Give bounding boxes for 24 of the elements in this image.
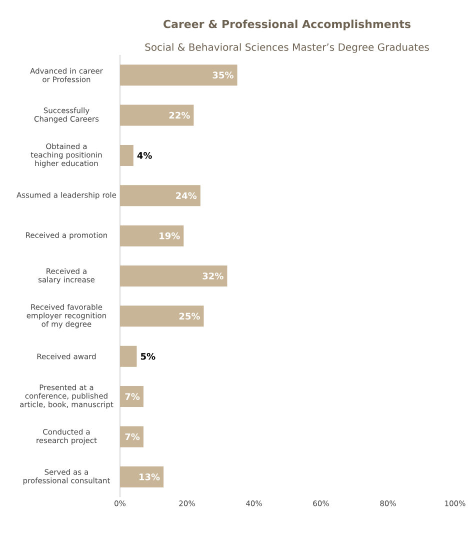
chart-title: Career & Professional Accomplishments	[164, 20, 410, 30]
data-label: 25%	[179, 312, 200, 320]
bar	[120, 185, 200, 206]
data-label: 5%	[140, 352, 156, 360]
bar	[120, 466, 164, 488]
data-label: 35%	[212, 72, 234, 78]
data-label: 24%	[176, 192, 197, 200]
bar	[120, 265, 228, 286]
bar	[120, 426, 144, 448]
data-label: 13%	[140, 473, 160, 480]
bar	[120, 64, 238, 86]
data-label: 7%	[125, 433, 140, 440]
data-label: 4%	[137, 152, 152, 159]
chart-subtitle: Social & Behavioral Sciences Master’s Degree Graduates	[145, 43, 429, 53]
data-label: 7%	[125, 393, 140, 400]
bar	[120, 104, 194, 126]
bar	[120, 225, 184, 246]
bar	[120, 306, 204, 327]
data-label: 22%	[169, 112, 190, 119]
bar	[120, 144, 134, 166]
data-label: 32%	[202, 272, 224, 280]
bar	[120, 346, 137, 367]
data-label: 19%	[160, 232, 180, 240]
bar	[120, 386, 144, 408]
